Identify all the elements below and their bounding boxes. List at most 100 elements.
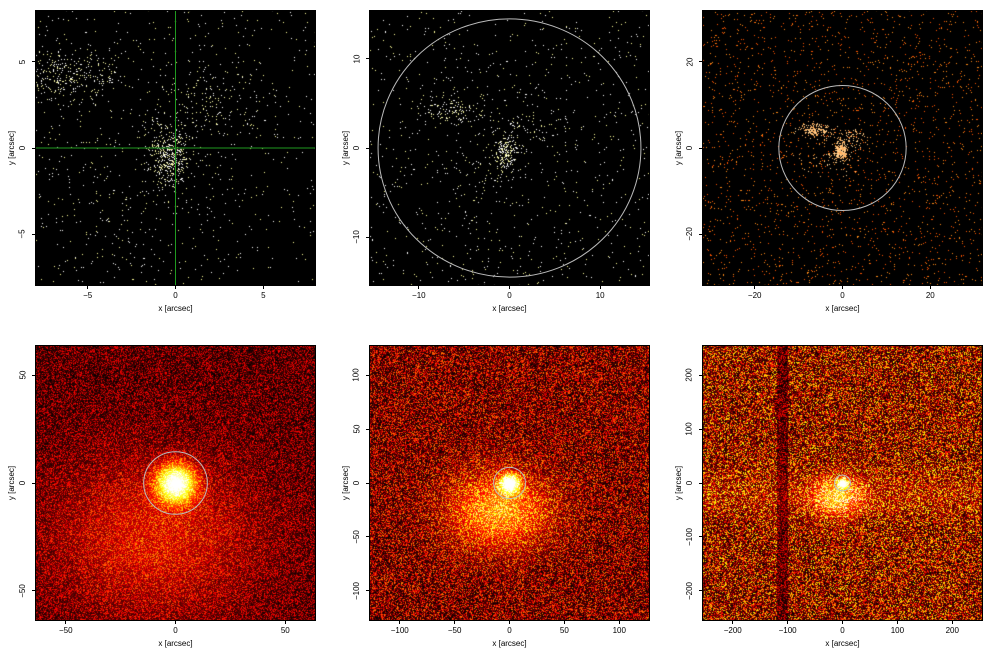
xray-image bbox=[702, 10, 983, 286]
image-plot-area bbox=[369, 345, 650, 621]
x-tick-mark bbox=[842, 621, 843, 624]
y-axis-title: y [arcsec] bbox=[7, 465, 17, 501]
y-tick-label: 200 bbox=[684, 368, 694, 382]
image-plot-area bbox=[702, 10, 983, 286]
x-tick-mark bbox=[262, 286, 264, 289]
y-tick-label: 100 bbox=[351, 368, 361, 382]
y-tick-label: −50 bbox=[351, 530, 361, 544]
x-tick-label: 0 bbox=[507, 291, 512, 300]
region-overlay bbox=[493, 466, 526, 500]
x-tick-mark bbox=[896, 621, 898, 624]
region-overlay bbox=[834, 474, 851, 492]
region-overlay bbox=[778, 84, 907, 212]
x-tick-label: −5 bbox=[83, 291, 93, 300]
y-tick-mark bbox=[32, 61, 35, 63]
x-tick-label: −200 bbox=[723, 626, 742, 635]
image-plot-area bbox=[35, 10, 316, 286]
y-tick-mark bbox=[32, 147, 35, 149]
x-tick-mark bbox=[175, 286, 176, 289]
x-tick-mark bbox=[842, 286, 843, 289]
x-tick-mark bbox=[454, 621, 456, 624]
extraction-circle bbox=[778, 84, 907, 212]
x-tick-mark bbox=[509, 286, 510, 289]
x-tick-label: 0 bbox=[840, 626, 845, 635]
y-axis-title: y [arcsec] bbox=[673, 130, 683, 166]
image-plot-area bbox=[35, 345, 316, 621]
region-overlay bbox=[143, 451, 208, 515]
x-tick-mark bbox=[87, 286, 89, 289]
y-tick-mark bbox=[32, 590, 35, 592]
y-tick-label: 100 bbox=[684, 422, 694, 436]
y-tick-label: 50 bbox=[18, 370, 27, 380]
x-axis-title: x [arcsec] bbox=[492, 639, 527, 648]
xray-image bbox=[702, 345, 983, 621]
x-tick-mark bbox=[951, 621, 953, 624]
y-tick-label: 50 bbox=[352, 424, 361, 434]
x-tick-label: 200 bbox=[945, 626, 959, 635]
x-tick-label: −100 bbox=[778, 626, 797, 635]
y-tick-label: 0 bbox=[351, 145, 361, 151]
region-overlay bbox=[377, 18, 642, 278]
x-axis-title: x [arcsec] bbox=[158, 304, 193, 313]
y-tick-mark bbox=[699, 590, 702, 592]
y-tick-mark bbox=[699, 233, 702, 235]
y-tick-label: 20 bbox=[685, 57, 694, 67]
x-tick-mark bbox=[754, 286, 756, 289]
y-tick-mark bbox=[366, 236, 369, 238]
y-tick-mark bbox=[366, 482, 369, 484]
extraction-circle bbox=[377, 18, 642, 278]
x-axis-title: x [arcsec] bbox=[158, 639, 193, 648]
region-overlay bbox=[35, 10, 316, 286]
y-tick-mark bbox=[699, 428, 702, 430]
x-tick-mark bbox=[732, 621, 734, 624]
x-tick-mark bbox=[399, 621, 401, 624]
xray-image bbox=[35, 345, 316, 621]
x-tick-mark bbox=[929, 286, 931, 289]
y-tick-mark bbox=[366, 58, 369, 60]
x-tick-label: 0 bbox=[173, 626, 178, 635]
x-axis-title: x [arcsec] bbox=[825, 304, 860, 313]
y-tick-mark bbox=[366, 374, 369, 376]
y-tick-mark bbox=[32, 374, 35, 376]
x-tick-label: 50 bbox=[280, 626, 290, 635]
x-tick-label: −100 bbox=[390, 626, 409, 635]
y-tick-mark bbox=[366, 590, 369, 592]
y-tick-mark bbox=[32, 482, 35, 484]
x-tick-label: 0 bbox=[840, 291, 845, 300]
x-tick-mark bbox=[787, 621, 789, 624]
y-tick-label: −100 bbox=[352, 581, 361, 600]
x-tick-label: 100 bbox=[890, 626, 905, 635]
x-tick-mark bbox=[65, 621, 67, 624]
image-plot-area bbox=[369, 10, 650, 286]
x-axis-title: x [arcsec] bbox=[825, 639, 860, 648]
x-tick-label: 100 bbox=[612, 626, 626, 635]
x-tick-mark bbox=[418, 286, 420, 289]
y-tick-label: 5 bbox=[17, 59, 27, 64]
y-tick-mark bbox=[699, 482, 702, 484]
x-tick-mark bbox=[284, 621, 286, 624]
y-tick-label: −100 bbox=[685, 527, 694, 546]
y-tick-mark bbox=[366, 536, 369, 538]
x-tick-mark bbox=[618, 621, 620, 624]
y-tick-label: −10 bbox=[351, 230, 361, 244]
y-tick-mark bbox=[699, 374, 702, 376]
y-tick-mark bbox=[32, 233, 35, 235]
image-plot-area bbox=[702, 345, 983, 621]
y-tick-label: −5 bbox=[18, 229, 27, 239]
y-tick-label: −50 bbox=[17, 584, 27, 598]
x-axis-title: x [arcsec] bbox=[492, 304, 527, 313]
y-tick-label: 0 bbox=[684, 145, 694, 151]
x-tick-label: −50 bbox=[447, 626, 462, 635]
y-tick-label: 10 bbox=[352, 54, 361, 64]
x-tick-label: −20 bbox=[747, 291, 762, 300]
x-tick-mark bbox=[599, 286, 601, 289]
x-tick-label: 0 bbox=[507, 626, 512, 635]
x-tick-label: 5 bbox=[261, 291, 266, 300]
y-tick-label: 0 bbox=[351, 480, 361, 486]
y-tick-mark bbox=[699, 61, 702, 63]
y-tick-label: −200 bbox=[685, 581, 694, 600]
y-tick-mark bbox=[366, 147, 369, 149]
y-tick-mark bbox=[699, 147, 702, 149]
x-tick-label: −50 bbox=[58, 626, 73, 635]
x-tick-mark bbox=[563, 621, 565, 624]
